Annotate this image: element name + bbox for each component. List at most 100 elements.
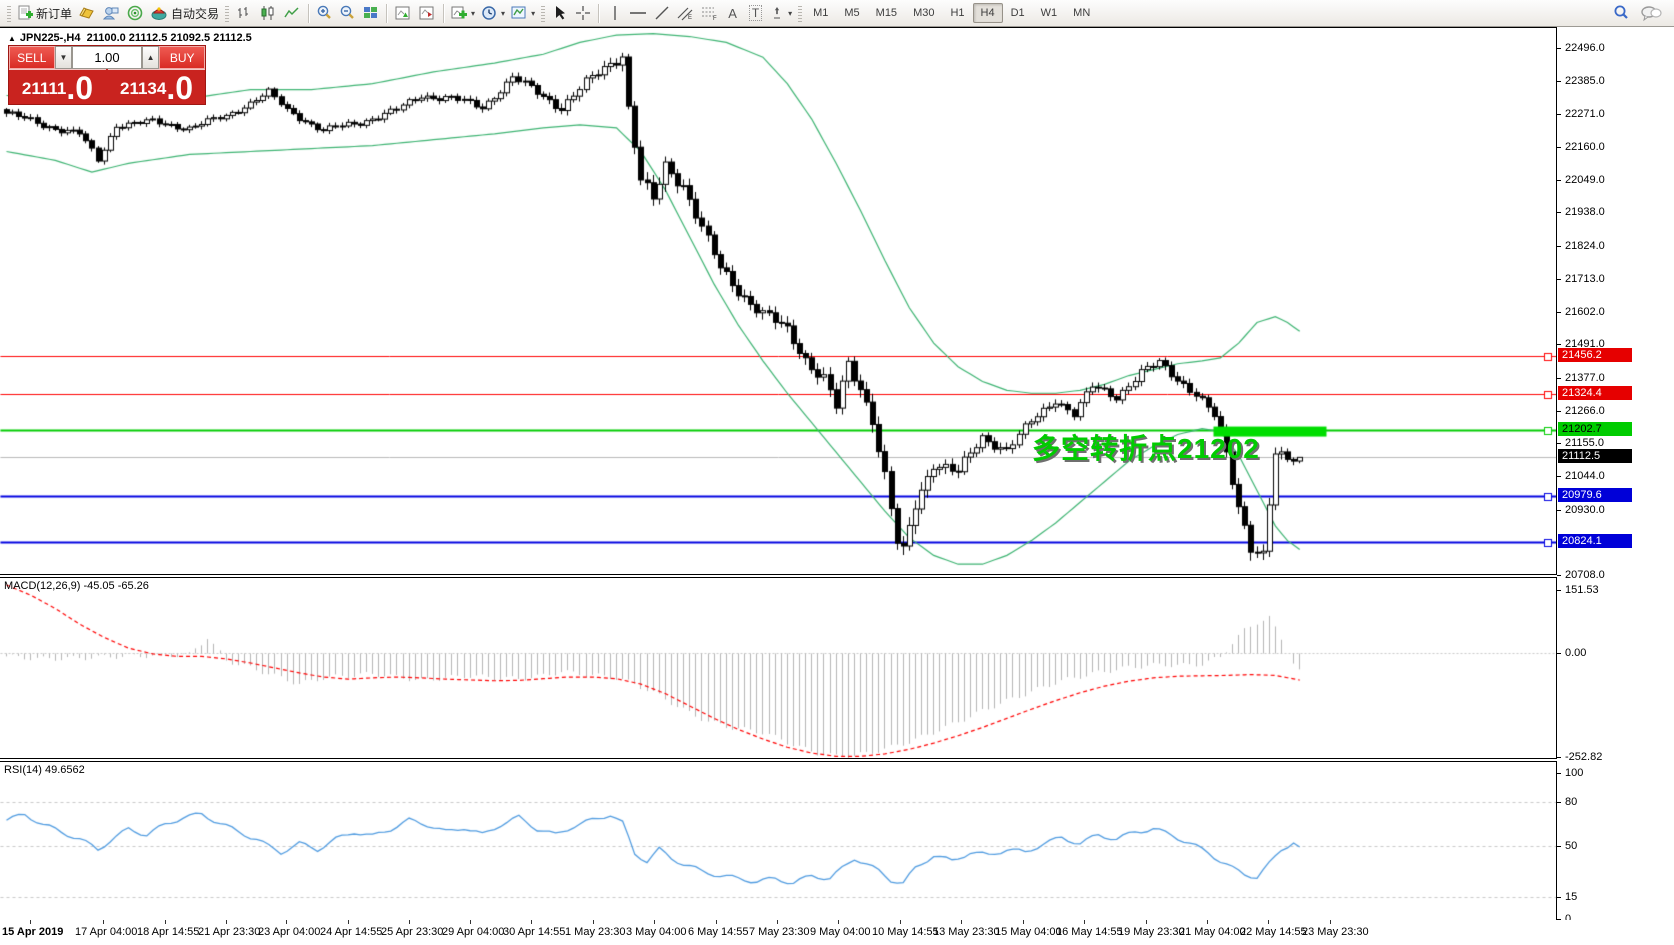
autotrading-button[interactable]: 自动交易 (147, 2, 222, 24)
timeframe-h4[interactable]: H4 (972, 3, 1003, 23)
macd-canvas[interactable] (0, 578, 1556, 758)
clock-icon (481, 5, 497, 21)
time-tick (1330, 920, 1331, 924)
toolbar-separator (386, 3, 388, 23)
timeframe-m30[interactable]: M30 (913, 7, 935, 19)
price-tick-label: 21266.0 (1565, 405, 1605, 417)
fibonacci-button[interactable]: F (697, 2, 721, 24)
buy-price[interactable]: 21134.0 (108, 69, 205, 106)
time-tick (1023, 920, 1024, 924)
volume-input[interactable]: 1.00 (72, 46, 142, 69)
buy-button[interactable]: BUY (159, 46, 205, 69)
trendline-button[interactable] (650, 2, 673, 24)
price-axis[interactable]: 22496.0 22385.0 22271.0 22160.0 22049.0 21938… (1557, 27, 1674, 925)
pane-splitter[interactable] (0, 574, 1674, 578)
toolbar-grip[interactable] (225, 4, 230, 22)
time-tick (226, 920, 227, 924)
pane-splitter[interactable] (0, 758, 1674, 762)
crosshair-button[interactable] (571, 2, 594, 24)
axis-tick (1557, 919, 1561, 920)
new-order-label: 新订单 (36, 6, 73, 21)
axis-tick (1557, 575, 1561, 576)
time-tick-label: 29 Apr 04:00 (442, 926, 505, 938)
terminal-button[interactable] (99, 2, 123, 24)
bar-chart-button[interactable] (232, 2, 256, 24)
axis-tick (1557, 846, 1561, 847)
equidistant-channel-icon: E (676, 5, 694, 21)
time-tick (593, 920, 594, 924)
time-tick-label: 30 Apr 14:55 (503, 926, 566, 938)
toolbar-grip[interactable] (798, 4, 803, 22)
time-tick (165, 920, 166, 924)
timeframe-m15[interactable]: M15 (875, 7, 898, 19)
price-chart-canvas[interactable] (0, 28, 1556, 574)
timeframe-d1[interactable]: D1 (1010, 7, 1025, 19)
timeframe-h1[interactable]: H1 (950, 7, 965, 19)
search-icon[interactable] (1612, 4, 1630, 22)
candlestick-chart-button[interactable] (256, 2, 280, 24)
zoom-out-button[interactable] (336, 2, 359, 24)
toolbar-grip[interactable] (541, 4, 546, 22)
price-tick-label: 22496.0 (1565, 42, 1605, 54)
rsi-canvas[interactable] (0, 762, 1556, 920)
sell-price[interactable]: 21111.0 (9, 69, 106, 106)
cursor-button[interactable] (548, 2, 571, 24)
price-tick-label: 21824.0 (1565, 240, 1605, 252)
price-tick-label: 20930.0 (1565, 504, 1605, 516)
vertical-line-icon (609, 5, 621, 21)
new-chart-button[interactable]: ▾ (448, 2, 478, 24)
time-tick-label: 1 May 23:30 (565, 926, 626, 938)
timeframe-m5[interactable]: M5 (844, 7, 860, 19)
chat-icon[interactable] (1640, 4, 1662, 22)
new-order-button[interactable]: 新订单 (14, 2, 75, 24)
toolbar: 新订单 自动交易 (0, 0, 1674, 27)
toolbar-grip[interactable] (7, 4, 11, 22)
horizontal-line-button[interactable] (626, 2, 650, 24)
chevron-down-icon: ▾ (501, 8, 506, 18)
time-tick (286, 920, 287, 924)
time-tick-label: 15 May 04:00 (995, 926, 1062, 938)
sell-button[interactable]: SELL (9, 46, 55, 69)
line-chart-button[interactable] (280, 2, 304, 24)
horizontal-line-icon (629, 5, 647, 21)
periods-button[interactable]: ▾ (478, 2, 508, 24)
new-order-icon (17, 5, 33, 21)
tile-windows-button[interactable] (359, 2, 382, 24)
timeframe-m1[interactable]: M1 (813, 7, 829, 19)
signal-button[interactable] (123, 2, 147, 24)
timeframe-w1[interactable]: W1 (1040, 7, 1058, 19)
time-tick-label: 25 Apr 23:30 (381, 926, 444, 938)
template-icon (511, 5, 527, 21)
label-button[interactable]: T (744, 2, 767, 24)
scroll-to-end-button[interactable] (391, 2, 415, 24)
equidistant-channel-button[interactable]: E (673, 2, 697, 24)
auto-scroll-icon (418, 5, 436, 21)
chevron-down-icon: ▾ (531, 8, 536, 18)
text-button[interactable]: A (721, 2, 744, 24)
toolbar-separator (598, 3, 600, 23)
templates-button[interactable]: ▾ (508, 2, 538, 24)
axis-tick (1557, 81, 1561, 82)
auto-scroll-button[interactable] (415, 2, 439, 24)
zoom-in-button[interactable] (313, 2, 336, 24)
timeframe-mn[interactable]: MN (1073, 7, 1091, 19)
autotrading-label: 自动交易 (171, 6, 220, 21)
volume-increase-button[interactable]: ▲ (141, 46, 160, 69)
price-tick-label: 22160.0 (1565, 141, 1605, 153)
rsi-pane: RSI(14) 49.6562 (0, 762, 1557, 920)
line-chart-icon (283, 5, 301, 21)
collapse-panel-icon[interactable]: ▲ (8, 34, 16, 43)
candlestick-chart-icon (259, 5, 277, 21)
cursor-icon (553, 5, 567, 21)
time-tick-label: 23 Apr 04:00 (258, 926, 321, 938)
axis-tick (1557, 411, 1561, 412)
time-axis[interactable]: 15 Apr 2019 17 Apr 04:00 18 Apr 14:55 21… (0, 920, 1674, 945)
volume-decrease-button[interactable]: ▼ (54, 46, 73, 69)
fibonacci-icon: F (700, 5, 718, 21)
time-tick-label: 22 May 14:55 (1240, 926, 1307, 938)
macd-label: MACD(12,26,9) -45.05 -65.26 (4, 580, 149, 592)
vertical-line-button[interactable] (603, 2, 626, 24)
market-watch-button[interactable] (75, 2, 99, 24)
arrows-button[interactable]: ▾ (767, 2, 795, 24)
time-tick-label: 3 May 04:00 (626, 926, 687, 938)
